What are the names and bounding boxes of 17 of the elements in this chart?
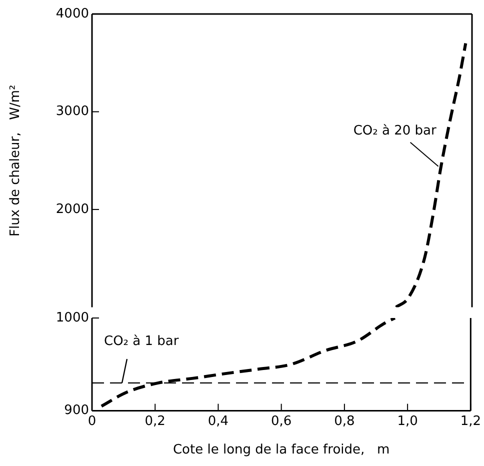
ref-line-label: CO₂ à 1 bar [104, 334, 180, 349]
y-tick-label: 900 [64, 403, 89, 418]
y-tick-label: 3000 [56, 104, 89, 120]
x-tick-label: 1,0 [397, 414, 418, 429]
series-label: CO₂ à 20 bar [353, 123, 437, 138]
x-tick-label: 0,2 [144, 414, 166, 429]
y-tick-label: 4000 [56, 6, 89, 22]
x-axis-title: Cote le long de la face froide, m [172, 442, 390, 458]
x-tick-label: 0,4 [208, 414, 229, 429]
y-tick-label: 2000 [56, 202, 89, 217]
line-series [394, 42, 468, 308]
x-tick-label: 1,2 [460, 414, 482, 429]
x-tick-label: 0 [88, 414, 96, 429]
y-axis-title: Flux de chaleur, W/m² [8, 84, 24, 236]
y-tick-label: 1000 [56, 310, 89, 326]
x-tick-label: 0,8 [334, 414, 355, 429]
x-tick-label: 0,6 [270, 414, 292, 429]
